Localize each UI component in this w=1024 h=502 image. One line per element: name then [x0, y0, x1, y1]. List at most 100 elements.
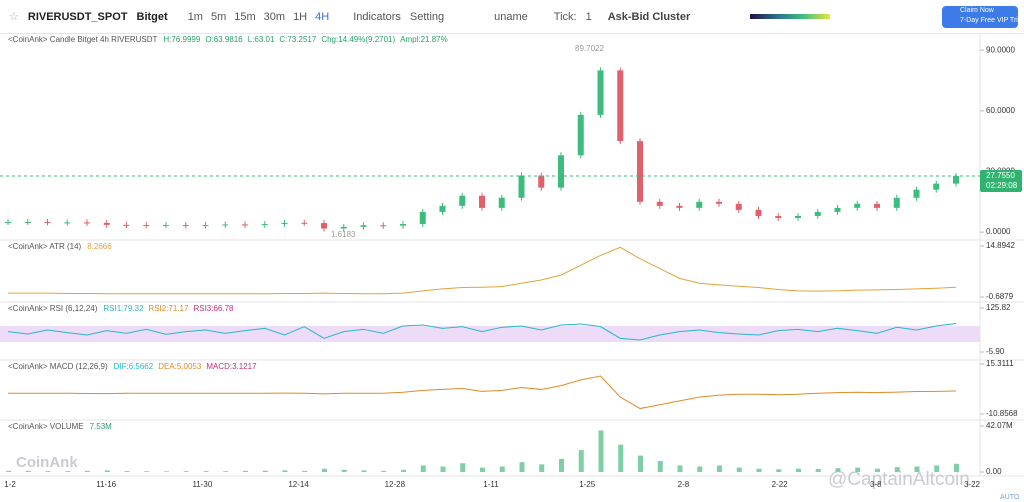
readout: RSI3:66.78	[193, 304, 234, 313]
user[interactable]: uname	[494, 10, 528, 23]
volume-bar	[401, 469, 406, 472]
candle	[577, 114, 584, 156]
candle	[874, 203, 880, 208]
volume-bar	[104, 470, 110, 472]
volume-bar	[124, 471, 130, 472]
volume-bar	[499, 466, 505, 472]
candle	[261, 224, 268, 226]
volume-bar	[420, 465, 426, 472]
candle	[735, 203, 742, 210]
volume-bar	[796, 468, 801, 472]
readout: RSI2:71.17	[148, 304, 189, 313]
candle	[558, 155, 564, 188]
indicator-line	[7, 323, 957, 341]
interval[interactable]: 1H	[293, 10, 308, 23]
volume-bar	[302, 470, 308, 472]
y-tick-label: 14.8942	[986, 241, 1015, 250]
indicator-line	[8, 246, 957, 295]
x-tick-label: 2-8	[678, 480, 690, 489]
interval[interactable]: 30m	[263, 10, 286, 23]
heat-gradient[interactable]	[750, 14, 831, 19]
candle	[913, 189, 920, 198]
volume-bar	[164, 471, 169, 472]
tick-label: Tick:	[553, 10, 577, 23]
volume-bar	[934, 465, 940, 472]
candle	[814, 211, 821, 216]
y-tick-label: -5.90	[986, 347, 1005, 356]
candle	[5, 222, 11, 224]
readout: 8.2666	[87, 242, 112, 251]
watermark: @CaptainAltcoin	[828, 469, 970, 490]
volume-bar	[223, 471, 229, 472]
volume-bar	[736, 467, 742, 472]
volume-bar	[875, 468, 880, 472]
candle	[400, 224, 406, 226]
y-tick-label: -10.8568	[986, 409, 1018, 418]
y-tick-label: 15.3111	[986, 359, 1014, 368]
x-tick-label: 1-11	[483, 480, 499, 489]
setting[interactable]: Setting	[409, 10, 445, 23]
volume-bar	[539, 464, 545, 472]
tick-value[interactable]: 1	[585, 10, 592, 23]
candle	[419, 211, 426, 225]
x-tick-label: 11-16	[96, 480, 116, 489]
volume-bar	[835, 468, 841, 472]
readout: L:63.01	[248, 35, 275, 44]
candle	[795, 215, 801, 218]
interval[interactable]: 1m	[187, 10, 203, 23]
readout: O:63.9816	[205, 35, 243, 44]
volume-bar	[815, 468, 821, 472]
toolbar: ☆ RIVERUSDT_SPOT Bitget 1m 5m 15m 30m 1H 4H I…	[0, 0, 1024, 34]
candle	[340, 226, 347, 229]
candle	[637, 141, 643, 202]
volume-bar	[341, 469, 347, 472]
volume-bar	[697, 466, 703, 472]
rsi-band	[0, 326, 980, 342]
volume-bar	[243, 470, 248, 472]
candle	[242, 224, 248, 226]
star[interactable]: ☆	[9, 11, 19, 23]
promo-title: Claim Now	[960, 7, 994, 14]
candle	[321, 223, 327, 229]
intervals: 1m 5m 15m 30m 1H 4H	[188, 11, 330, 23]
candle	[676, 205, 683, 208]
candle	[182, 225, 189, 227]
volume-bar	[460, 463, 466, 472]
indicators[interactable]: Indicators	[353, 10, 401, 23]
candle	[103, 222, 110, 225]
volume-bar	[183, 471, 189, 472]
panel-title: <CoinAnk> RSI (6,12,24)	[8, 304, 98, 313]
volume-bar	[776, 469, 782, 472]
candle	[953, 176, 959, 184]
volume-bar	[144, 471, 150, 472]
x-tick-label: 11-30	[192, 480, 212, 489]
candle	[518, 175, 525, 198]
volume-bar	[203, 471, 209, 472]
exchange[interactable]: Bitget	[136, 10, 168, 23]
x-tick-label: 12-28	[385, 480, 406, 489]
candle	[459, 195, 466, 206]
y-tick-label: 0.00	[986, 467, 1002, 476]
volume-bar	[322, 468, 327, 472]
candle	[24, 222, 31, 224]
promo[interactable]: Claim Now 7-Day Free VIP Trial	[942, 6, 1024, 28]
panel-title: <CoinAnk> Candle Bitget 4h RIVERUSDT	[8, 35, 158, 44]
readout: DIF:6.5662	[114, 362, 154, 371]
symbol[interactable]: RIVERUSDT_SPOT	[27, 10, 128, 23]
candle	[538, 175, 545, 188]
volume-bar	[440, 466, 446, 472]
promo-text: 7-Day Free VIP Trial	[960, 17, 1024, 24]
auto[interactable]: AUTO	[1000, 494, 1020, 501]
cluster[interactable]: Ask-Bid Cluster	[607, 10, 691, 23]
x-tick-label: 3-22	[964, 480, 981, 489]
volume-bar	[65, 471, 71, 472]
interval[interactable]: 15m	[234, 10, 256, 23]
interval[interactable]: 4H	[315, 10, 330, 23]
panel-title: <CoinAnk> ATR (14)	[8, 242, 82, 251]
candle	[84, 222, 90, 224]
readout: 7.53M	[90, 422, 113, 431]
x-tick-label: 3-8	[870, 480, 882, 489]
interval[interactable]: 5m	[210, 10, 227, 23]
volume-bar	[855, 467, 861, 472]
